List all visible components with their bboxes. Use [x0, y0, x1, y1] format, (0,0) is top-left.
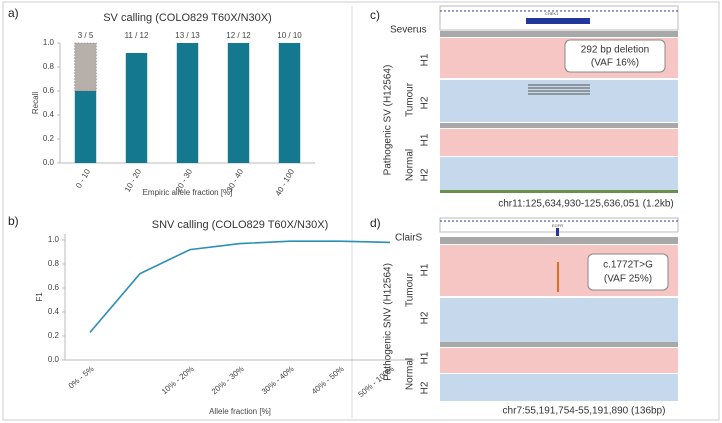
bar	[279, 43, 300, 163]
coverage	[440, 31, 678, 37]
gene-name: CHEK1	[545, 11, 559, 16]
side-label: Pathogenic SNV (H12564)	[383, 263, 394, 381]
haplotype-label: H2	[420, 381, 431, 394]
locus: chr7:55,191,754-55,191,890 (136bp)	[503, 406, 666, 417]
x-axis-label: Empiric allele fraction [%]	[143, 188, 233, 197]
group-label: Tumour	[405, 272, 416, 307]
reads-h2	[440, 80, 678, 122]
y-tick-label: 0.8	[48, 259, 60, 268]
locus: chr11:125,634,930-125,636,051 (1.2kb)	[498, 199, 674, 210]
sequence	[440, 190, 678, 193]
bar	[177, 43, 198, 163]
bar	[126, 53, 147, 163]
value-label: 11 / 12	[125, 31, 149, 40]
reads-h1	[440, 129, 678, 156]
x-tick-label: 0% - 5%	[67, 364, 96, 390]
x-tick-label: 30 - 40	[225, 167, 246, 194]
y-axis-label: Recall	[31, 92, 40, 114]
haplotype-label: H2	[420, 96, 431, 109]
chart-title: SNV calling (COLO829 T60X/N30X)	[152, 219, 329, 231]
gene-name: EGFR	[552, 223, 563, 228]
x-tick-label: 0 - 10	[74, 167, 92, 190]
gene-model	[556, 228, 559, 236]
x-tick-label: 10% - 20%	[160, 364, 196, 396]
igv-panel: EGFR c.1772T>G (VAF 25%) ClairS Pathogen…	[383, 218, 678, 417]
value-label: 12 / 12	[226, 31, 251, 40]
callout-text: 292 bp deletion	[581, 45, 649, 56]
chart-title: SV calling (COLO829 T60X/N30X)	[103, 12, 272, 24]
panel-label: c)	[370, 8, 380, 22]
tool-name: Severus	[390, 25, 427, 36]
bar	[75, 91, 96, 163]
igv-panel: CHEK1 292 bp deletion (VAF 16%) Severus …	[383, 6, 678, 210]
y-tick-label: 0.2	[48, 331, 60, 340]
reads-h2	[440, 298, 678, 342]
y-tick-label: 0.6	[43, 86, 55, 95]
y-tick-label: 0.4	[43, 110, 55, 119]
bar	[75, 43, 96, 91]
gene-model	[526, 18, 590, 24]
callout-text: c.1772T>G	[603, 260, 653, 271]
haplotype-label: H2	[420, 311, 431, 324]
callout-text: (VAF 25%)	[604, 274, 652, 285]
line	[90, 241, 390, 332]
x-tick-label: 40% - 50%	[310, 364, 346, 396]
haplotype-label: H1	[420, 53, 431, 66]
y-axis-label: F1	[35, 292, 44, 302]
x-axis-label: Allele fraction [%]	[209, 407, 271, 416]
coverage	[440, 123, 678, 128]
y-tick-label: 0.4	[48, 307, 60, 316]
coverage	[440, 237, 678, 244]
y-tick-label: 0.6	[48, 283, 60, 292]
panel-label: a)	[8, 6, 19, 20]
y-tick-label: 0.8	[43, 62, 55, 71]
callout-text: (VAF 16%)	[591, 58, 639, 69]
tool-name: ClairS	[395, 233, 423, 244]
y-tick-label: 1.0	[43, 38, 55, 47]
x-tick-label: 20% - 30%	[210, 364, 246, 396]
group-label: Normal	[405, 149, 416, 181]
panel-label: b)	[8, 214, 19, 228]
panel-label: d)	[370, 216, 381, 230]
figure: a) b) c) d) CHEK1 292 bp deletion (VAF 1…	[0, 0, 722, 423]
reads-h1	[440, 348, 678, 373]
reads-h2	[440, 374, 678, 401]
value-label: 10 / 10	[277, 31, 302, 40]
group-label: Tumour	[405, 82, 416, 117]
y-tick-label: 0.2	[43, 134, 55, 143]
coverage	[440, 342, 678, 347]
haplotype-label: H1	[420, 351, 431, 364]
group-label: Normal	[405, 358, 416, 390]
side-label: Pathogenic SV (H12564)	[383, 65, 394, 176]
haplotype-label: H1	[420, 133, 431, 146]
haplotype-label: H2	[420, 168, 431, 181]
x-tick-label: 10 - 20	[123, 167, 144, 194]
x-tick-label: 30% - 40%	[260, 364, 296, 396]
value-label: 13 / 13	[175, 31, 200, 40]
y-tick-label: 1.0	[48, 235, 60, 244]
haplotype-label: H1	[420, 263, 431, 276]
x-tick-label: 40 - 100	[274, 167, 297, 197]
bar	[228, 43, 249, 163]
y-tick-label: 0.0	[43, 158, 55, 167]
y-tick-label: 0.0	[48, 355, 60, 364]
value-label: 3 / 5	[78, 31, 94, 40]
reads-h2	[440, 157, 678, 190]
